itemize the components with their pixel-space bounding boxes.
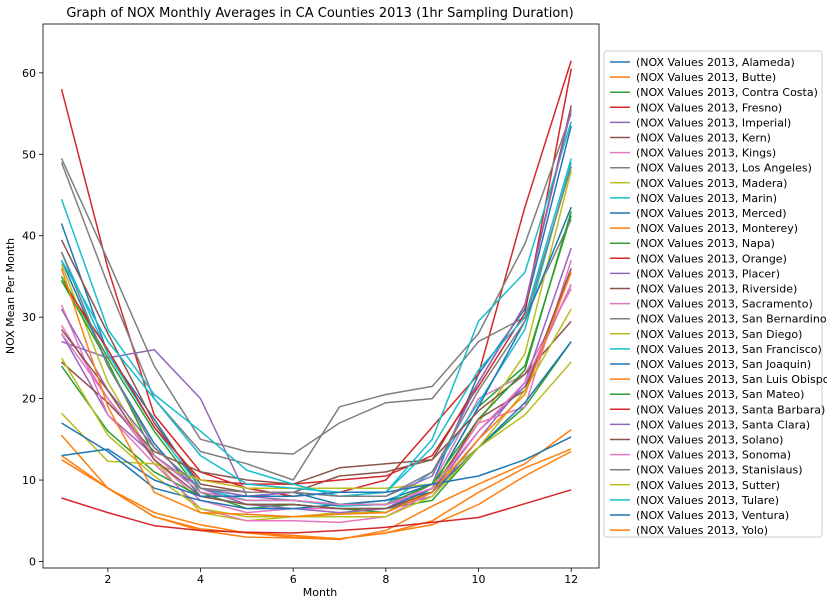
legend-label-2: (NOX Values 2013, Contra Costa) xyxy=(636,86,818,99)
series-line-9 xyxy=(60,162,572,507)
legend-label-0: (NOX Values 2013, Alameda) xyxy=(636,56,795,69)
series-line-21 xyxy=(60,434,572,540)
series-line-11 xyxy=(61,450,572,540)
y-tick-label-0: 0 xyxy=(29,555,36,568)
legend-label-21: (NOX Values 2013, San Luis Obispo) xyxy=(636,373,827,386)
legend-items: (NOX Values 2013, Alameda) (NOX Values 20… xyxy=(610,56,827,537)
legend-label-7: (NOX Values 2013, Los Angeles) xyxy=(636,162,812,175)
legend-label-15: (NOX Values 2013, Riverside) xyxy=(636,283,797,296)
x-axis-ticks: 2 4 6 8 10 12 xyxy=(104,568,578,586)
y-tick-label-4: 40 xyxy=(22,230,36,243)
series-line-13 xyxy=(60,68,572,485)
legend-frame xyxy=(603,50,823,538)
series-line-14 xyxy=(60,247,572,514)
legend-label-29: (NOX Values 2013, Tulare) xyxy=(636,494,779,507)
series-line-23 xyxy=(61,489,572,534)
legend-label-23: (NOX Values 2013, Santa Barbara) xyxy=(636,403,825,416)
y-tick-label-6: 60 xyxy=(22,67,36,80)
legend-label-8: (NOX Values 2013, Madera) xyxy=(636,177,787,190)
legend-label-9: (NOX Values 2013, Marin) xyxy=(636,192,777,205)
x-tick-label-1: 4 xyxy=(197,573,204,586)
legend-label-14: (NOX Values 2013, Placer) xyxy=(636,267,780,280)
plot-frame xyxy=(42,23,600,569)
x-tick-label-3: 8 xyxy=(382,573,389,586)
series-line-25 xyxy=(60,268,572,510)
y-tick-label-3: 30 xyxy=(22,311,36,324)
series-line-19 xyxy=(60,121,572,498)
series-layer xyxy=(60,60,572,541)
series-line-7 xyxy=(60,158,572,455)
series-line-15 xyxy=(61,320,572,485)
y-tick-label-5: 50 xyxy=(22,148,36,161)
series-line-18 xyxy=(60,361,572,489)
plot-area: 2 4 6 8 10 12 0 10 20 30 40 50 60 xyxy=(22,23,600,586)
x-tick-label-4: 10 xyxy=(472,573,486,586)
y-axis-ticks: 0 10 20 30 40 50 60 xyxy=(22,67,43,568)
y-axis-label: NOX Mean Per Month xyxy=(4,238,17,354)
legend-label-10: (NOX Values 2013, Merced) xyxy=(636,207,787,220)
legend-label-17: (NOX Values 2013, San Bernardino) xyxy=(636,313,827,326)
series-line-29 xyxy=(60,158,572,494)
series-line-17 xyxy=(60,113,572,481)
legend-label-25: (NOX Values 2013, Solano) xyxy=(636,434,783,447)
legend-label-31: (NOX Values 2013, Yolo) xyxy=(636,524,768,537)
legend-label-16: (NOX Values 2013, Sacramento) xyxy=(636,298,813,311)
series-line-31 xyxy=(60,268,572,518)
legend-label-19: (NOX Values 2013, San Francisco) xyxy=(636,343,822,356)
chart-title: Graph of NOX Monthly Averages in CA Coun… xyxy=(66,6,573,21)
legend-label-26: (NOX Values 2013, Sonoma) xyxy=(636,449,791,462)
legend-label-22: (NOX Values 2013, San Mateo) xyxy=(636,388,804,401)
x-tick-label-5: 12 xyxy=(564,573,578,586)
legend-label-5: (NOX Values 2013, Kern) xyxy=(636,132,771,145)
x-tick-label-2: 6 xyxy=(290,573,297,586)
x-axis-label: Month xyxy=(303,586,338,599)
legend-label-24: (NOX Values 2013, Santa Clara) xyxy=(636,418,810,431)
legend-label-4: (NOX Values 2013, Imperial) xyxy=(636,116,791,129)
legend-label-11: (NOX Values 2013, Monterey) xyxy=(636,222,798,235)
legend: (NOX Values 2013, Alameda) (NOX Values 20… xyxy=(603,50,827,538)
legend-label-30: (NOX Values 2013, Ventura) xyxy=(636,509,789,522)
series-line-28 xyxy=(60,308,572,518)
legend-label-28: (NOX Values 2013, Sutter) xyxy=(636,479,780,492)
series-line-26 xyxy=(60,284,572,506)
series-line-30 xyxy=(61,436,572,498)
legend-label-1: (NOX Values 2013, Butte) xyxy=(636,71,776,84)
legend-label-3: (NOX Values 2013, Fresno) xyxy=(636,101,782,114)
series-line-16 xyxy=(60,259,572,524)
legend-label-18: (NOX Values 2013, San Diego) xyxy=(636,328,802,341)
legend-label-13: (NOX Values 2013, Orange) xyxy=(636,252,787,265)
legend-label-20: (NOX Values 2013, San Joaquin) xyxy=(636,358,811,371)
y-tick-label-1: 10 xyxy=(22,474,36,487)
y-tick-label-2: 20 xyxy=(22,393,36,406)
x-tick-label-0: 2 xyxy=(104,573,111,586)
legend-label-27: (NOX Values 2013, Stanislaus) xyxy=(636,464,803,477)
legend-label-12: (NOX Values 2013, Napa) xyxy=(636,237,775,250)
legend-label-6: (NOX Values 2013, Kings) xyxy=(636,147,776,160)
